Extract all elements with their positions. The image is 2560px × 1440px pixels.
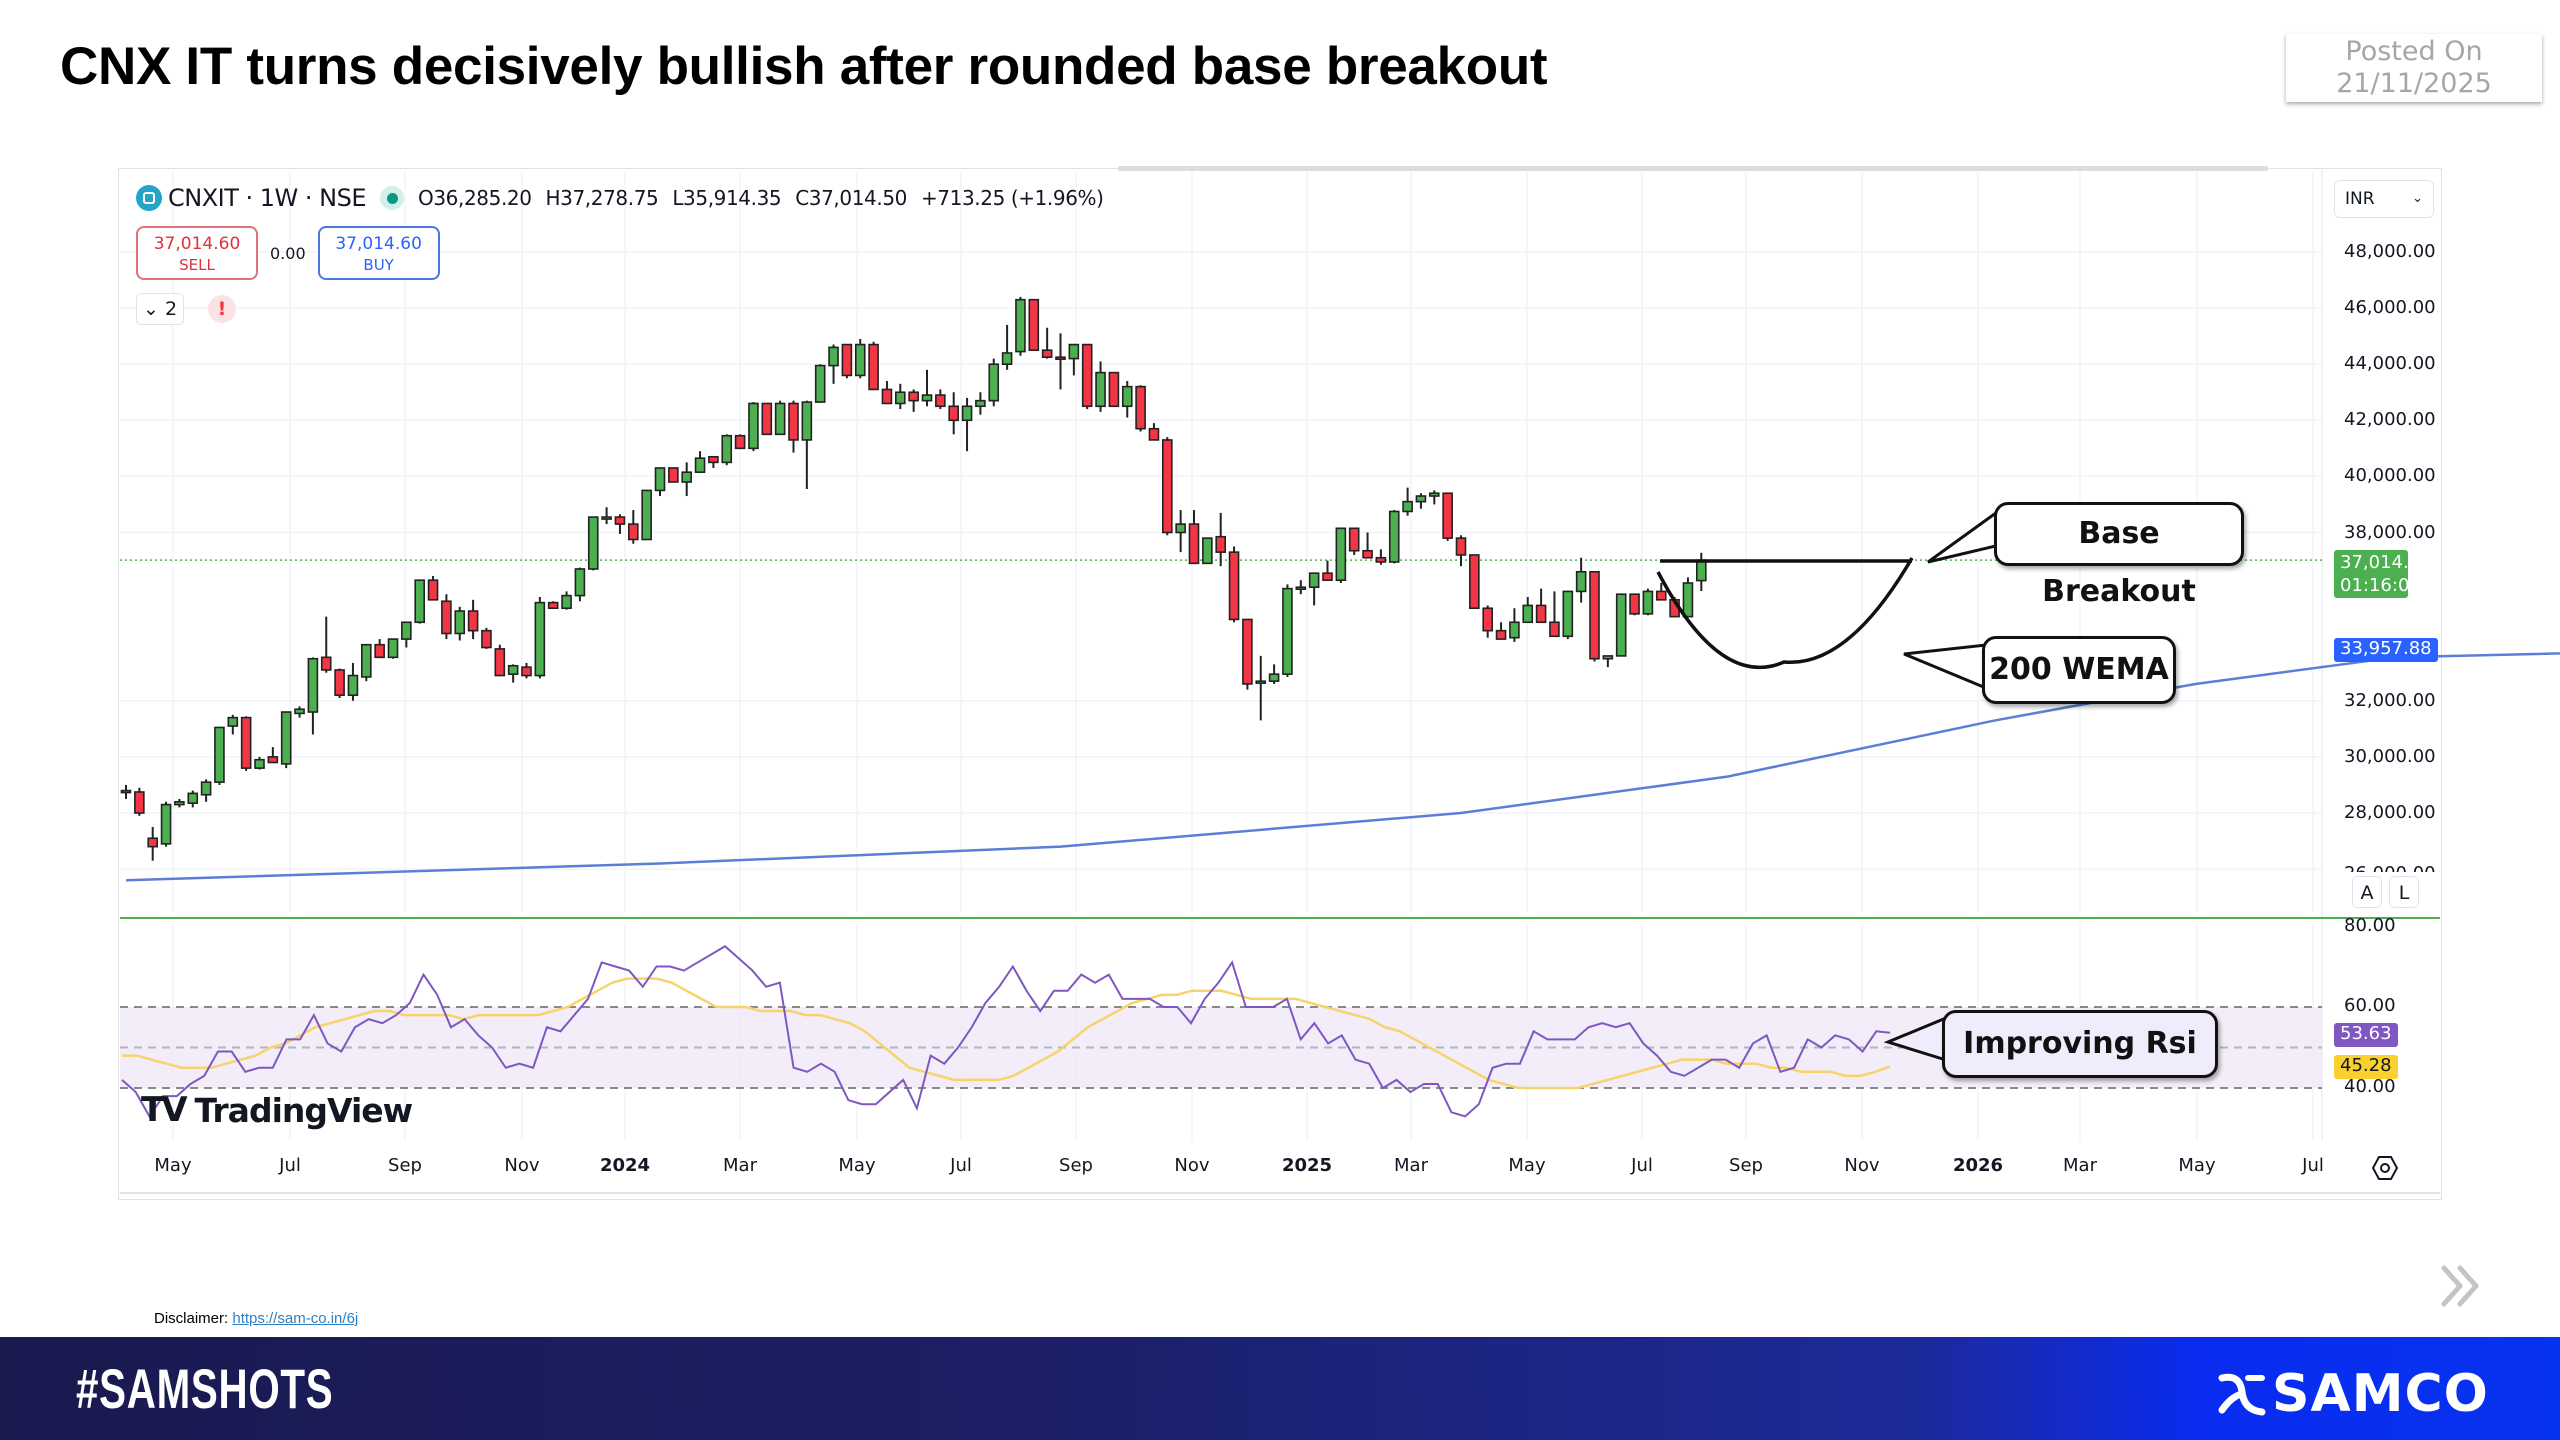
price-axis-label: 32,000.00 xyxy=(2344,689,2436,711)
sell-button[interactable]: 37,014.60 SELL xyxy=(136,226,258,280)
improving-rsi-callout: Improving Rsi xyxy=(1942,1010,2218,1078)
close-value: C37,014.50 xyxy=(795,186,907,210)
disclaimer-label: Disclaimer: xyxy=(154,1310,229,1327)
settings-icon[interactable] xyxy=(2372,1155,2398,1181)
time-axis-label: Sep xyxy=(388,1155,422,1176)
currency-select[interactable]: INR ⌄ xyxy=(2334,180,2434,218)
time-axis-label: Nov xyxy=(504,1155,540,1176)
time-axis-label: May xyxy=(838,1155,876,1176)
chevron-down-icon: ⌄ xyxy=(2412,191,2423,206)
open-value: O36,285.20 xyxy=(418,186,532,210)
time-axis-label: Nov xyxy=(1844,1155,1880,1176)
posted-on-label: Posted On xyxy=(2345,36,2483,67)
price-axis-label: 42,000.00 xyxy=(2344,409,2436,431)
price-axis-label: 46,000.00 xyxy=(2344,297,2436,319)
time-axis-label: Mar xyxy=(1394,1155,1428,1176)
tradingview-logo[interactable]: TV TradingView xyxy=(141,1090,414,1130)
indicators-toggle-button[interactable]: ⌄ 2 xyxy=(136,293,184,325)
rsi-axis-label: 40.00 xyxy=(2344,1076,2396,1097)
price-axis-label: 30,000.00 xyxy=(2344,745,2436,767)
rsi-axis-label: 80.00 xyxy=(2344,915,2396,936)
log-scale-button[interactable]: L xyxy=(2389,876,2419,908)
price-axis-label: 28,000.00 xyxy=(2344,802,2436,823)
rsi-axis-label: 60.00 xyxy=(2344,995,2396,1016)
price-axis-label: 40,000.00 xyxy=(2344,465,2436,487)
price-axis-label: 38,000.00 xyxy=(2344,521,2436,543)
buy-label: BUY xyxy=(363,256,394,274)
time-axis-label: Jul xyxy=(950,1155,972,1176)
warning-icon[interactable]: ! xyxy=(208,295,236,323)
last-price: 37,014.50 xyxy=(2340,552,2432,573)
time-axis-label: Sep xyxy=(1729,1155,1763,1176)
time-axis-label: Nov xyxy=(1174,1155,1210,1176)
tradingview-wordmark: TradingView xyxy=(194,1090,414,1130)
ohlc-values: O36,285.20 H37,278.75 L35,914.35 C37,014… xyxy=(418,186,1112,210)
time-axis-label: 2024 xyxy=(599,1155,651,1176)
base-breakout-callout: Base Breakout xyxy=(1994,502,2244,609)
time-axis-label: Sep xyxy=(1059,1155,1093,1176)
auto-scale-button[interactable]: A xyxy=(2352,876,2382,908)
posted-on-badge: Posted On 21/11/2025 xyxy=(2286,34,2542,102)
price-axis-label: 44,000.00 xyxy=(2344,353,2436,375)
time-axis-label: 2025 xyxy=(1281,1155,1333,1176)
ema-value-tag: 33,957.88 xyxy=(2334,638,2438,662)
posted-on-date: 21/11/2025 xyxy=(2336,68,2492,99)
time-axis-label: Jul xyxy=(2302,1155,2324,1176)
time-axis-label: 2026 xyxy=(1952,1155,2004,1176)
chart-top-scrollbar[interactable] xyxy=(1118,166,2268,171)
time-axis-label: Mar xyxy=(723,1155,757,1176)
buy-button[interactable]: 37,014.60 BUY xyxy=(317,226,440,280)
chevron-down-icon: ⌄ xyxy=(142,298,159,320)
price-axis-label: 26,000.00 xyxy=(2344,863,2436,872)
time-axis-label: Jul xyxy=(279,1155,301,1176)
time-axis-label: May xyxy=(1508,1155,1546,1176)
disclaimer-link[interactable]: https://sam-co.in/6j xyxy=(232,1310,359,1327)
symbol-legend: CNXIT · 1W · NSE O36,285.20 H37,278.75 L… xyxy=(136,184,1112,212)
sell-price: 37,014.60 xyxy=(153,234,241,254)
double-chevron-right-icon[interactable] xyxy=(2438,1262,2486,1310)
trade-buttons: 37,014.60 SELL 0.00 37,014.60 BUY xyxy=(136,226,440,280)
chip-icon xyxy=(136,185,162,211)
buy-price: 37,014.60 xyxy=(335,234,422,254)
high-value: H37,278.75 xyxy=(545,186,659,210)
symbol-title[interactable]: CNXIT · 1W · NSE xyxy=(168,184,367,212)
last-price-tag: 37,014.50 01:16:00 xyxy=(2334,550,2432,598)
spread-value: 0.00 xyxy=(270,243,306,263)
samshots-hashtag: #SAMSHOTS xyxy=(76,1357,334,1420)
footer-banner xyxy=(0,1337,2560,1440)
disclaimer: Disclaimer: https://sam-co.in/6j xyxy=(154,1310,358,1327)
time-axis-label: Jul xyxy=(1631,1155,1653,1176)
price-axis-label: 48,000.00 xyxy=(2344,241,2436,262)
market-status-icon[interactable] xyxy=(380,186,405,210)
samco-wordmark: SAMCO xyxy=(2272,1364,2489,1424)
time-axis-label: May xyxy=(2178,1155,2216,1176)
page-title: CNX IT turns decisively bullish after ro… xyxy=(60,37,1548,96)
tradingview-mark-icon: TV xyxy=(141,1090,187,1130)
time-axis-label: Mar xyxy=(2063,1155,2097,1176)
samco-logo: SAMCO xyxy=(2218,1364,2489,1424)
currency-value: INR xyxy=(2345,189,2375,209)
samco-mark-icon xyxy=(2218,1373,2266,1416)
time-axis-label: May xyxy=(154,1155,192,1176)
low-value: L35,914.35 xyxy=(672,186,782,210)
indicators-count: 2 xyxy=(164,298,178,320)
rsi-ma-value-tag: 45.28 xyxy=(2334,1055,2398,1079)
wema-callout: 200 WEMA xyxy=(1982,636,2176,704)
rsi-value-tag: 53.63 xyxy=(2334,1023,2398,1047)
sell-label: SELL xyxy=(179,256,215,274)
bar-countdown: 01:16:00 xyxy=(2340,575,2421,596)
change-value: +713.25 (+1.96%) xyxy=(920,186,1104,210)
